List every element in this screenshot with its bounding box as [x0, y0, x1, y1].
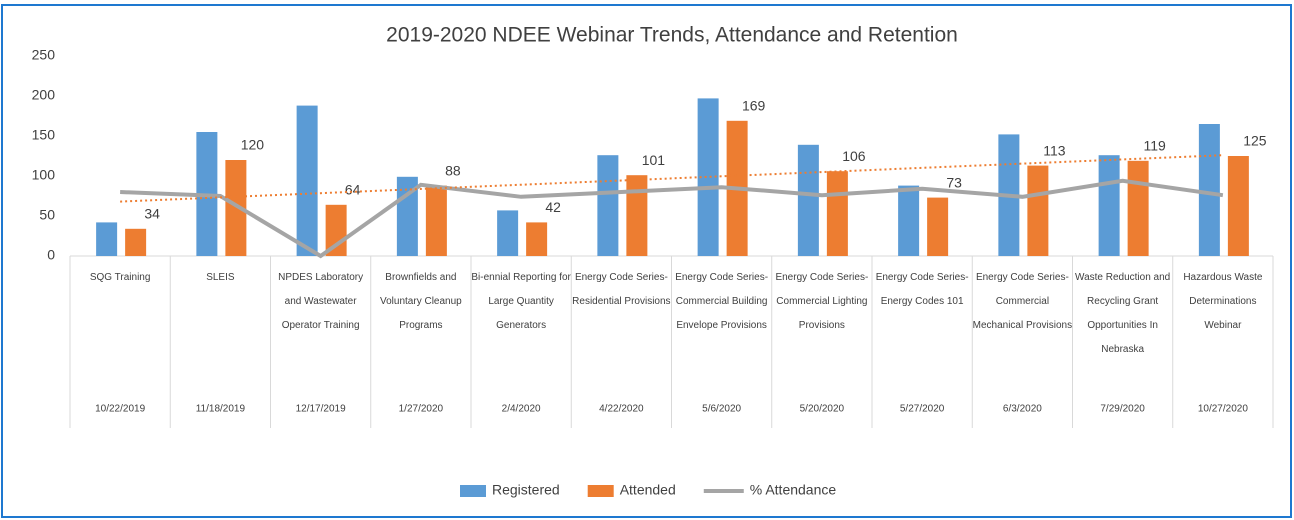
- data-label: 125: [1243, 133, 1267, 149]
- x-date-label: 11/18/2019: [196, 404, 246, 415]
- category-label-box: NPDES Laboratory and Wastewater Operator…: [278, 272, 364, 331]
- bar: [1198, 124, 1220, 256]
- y-tick-label: 0: [47, 247, 55, 263]
- category-label-box: Waste Reduction and Recycling Grant Oppo…: [1075, 272, 1171, 355]
- data-label: 73: [946, 174, 962, 190]
- legend-label: Attended: [620, 482, 676, 498]
- x-date-label: 5/6/2020: [702, 404, 741, 415]
- x-date-label: 2/4/2020: [502, 404, 541, 415]
- bar: [497, 210, 519, 256]
- bar: [626, 175, 648, 256]
- bar: [797, 144, 819, 256]
- x-date-label: 6/3/2020: [1003, 404, 1042, 415]
- legend-label: Registered: [492, 482, 560, 498]
- x-date-label: 5/27/2020: [900, 404, 945, 415]
- bar: [96, 222, 118, 256]
- y-tick-label: 50: [39, 207, 55, 223]
- chart-title: 2019-2020 NDEE Webinar Trends, Attendanc…: [386, 24, 958, 47]
- category-label-box: Energy Code Series-Energy Codes 101: [875, 272, 969, 307]
- x-tick-label: Energy Code Series-Residential Provision…: [572, 272, 671, 307]
- x-tick-label: SLEIS: [206, 272, 235, 283]
- y-tick-label: 250: [32, 47, 56, 63]
- bar: [1027, 165, 1049, 256]
- x-date-label: 12/17/2019: [296, 404, 346, 415]
- x-tick-label: Bi-ennial Reporting for Large Quantity G…: [471, 272, 571, 331]
- bar: [898, 185, 920, 256]
- x-tick-label: Energy Code Series-Commercial Building E…: [675, 272, 769, 331]
- x-date-label: 4/22/2020: [599, 404, 644, 415]
- category-label-box: Energy Code Series-Commercial Lighting P…: [775, 272, 869, 331]
- category-label-box: Energy Code Series-Residential Provision…: [572, 272, 671, 307]
- data-label: 106: [842, 148, 866, 164]
- data-label: 88: [445, 162, 461, 178]
- category-label-box: SQG Training: [89, 272, 151, 283]
- bar: [826, 171, 848, 256]
- legend-swatch: [587, 485, 614, 497]
- data-label: 64: [345, 182, 361, 198]
- x-tick-label: Hazardous Waste Determinations Webinar: [1183, 272, 1263, 331]
- data-label: 34: [144, 206, 160, 222]
- x-date-label: 5/20/2020: [800, 404, 845, 415]
- category-label-box: SLEIS: [206, 272, 235, 283]
- data-label: 169: [742, 98, 766, 114]
- bar: [425, 185, 447, 256]
- bar: [697, 98, 719, 257]
- bar: [1127, 160, 1149, 256]
- y-tick-label: 100: [32, 167, 56, 183]
- bar: [1098, 155, 1120, 256]
- bar: [597, 155, 619, 256]
- x-date-label: 10/22/2019: [95, 404, 145, 415]
- bar: [296, 105, 318, 256]
- x-date-label: 1/27/2020: [399, 404, 444, 415]
- category-label-box: Brownfields and Voluntary Cleanup Progra…: [380, 272, 462, 331]
- legend-label: % Attendance: [750, 482, 837, 498]
- x-tick-label: SQG Training: [89, 272, 151, 283]
- data-label: 42: [545, 199, 561, 215]
- category-label-box: Hazardous Waste Determinations Webinar: [1183, 272, 1263, 331]
- line-series: [120, 178, 1224, 259]
- x-tick-label: Energy Code Series-Energy Codes 101: [875, 272, 969, 307]
- data-label: 120: [241, 137, 265, 153]
- legend-swatch: [460, 485, 486, 497]
- x-tick-label: Energy Code Series-Commercial Lighting P…: [775, 272, 869, 331]
- y-tick-label: 150: [32, 127, 56, 143]
- data-label: 113: [1043, 142, 1066, 158]
- category-label-box: Energy Code Series-Commercial Mechanical…: [972, 272, 1073, 331]
- x-tick-label: Brownfields and Voluntary Cleanup Progra…: [380, 272, 462, 331]
- category-label-box: Bi-ennial Reporting for Large Quantity G…: [471, 272, 571, 331]
- x-tick-label: Waste Reduction and Recycling Grant Oppo…: [1075, 272, 1171, 355]
- frame: [1, 4, 1292, 518]
- bar: [225, 160, 247, 256]
- data-label: 119: [1143, 138, 1166, 154]
- trendline: [120, 154, 1223, 203]
- bar: [526, 222, 548, 256]
- category-label-box: Energy Code Series-Commercial Building E…: [675, 272, 769, 331]
- bar: [125, 228, 147, 256]
- bar: [1227, 156, 1249, 256]
- x-tick-label: NPDES Laboratory and Wastewater Operator…: [278, 272, 364, 331]
- x-date-label: 7/29/2020: [1100, 404, 1145, 415]
- x-tick-label: Energy Code Series-Commercial Mechanical…: [972, 272, 1073, 331]
- x-date-label: 10/27/2020: [1198, 404, 1248, 415]
- data-label: 101: [642, 152, 666, 168]
- bar: [927, 197, 949, 256]
- y-tick-label: 200: [32, 87, 56, 103]
